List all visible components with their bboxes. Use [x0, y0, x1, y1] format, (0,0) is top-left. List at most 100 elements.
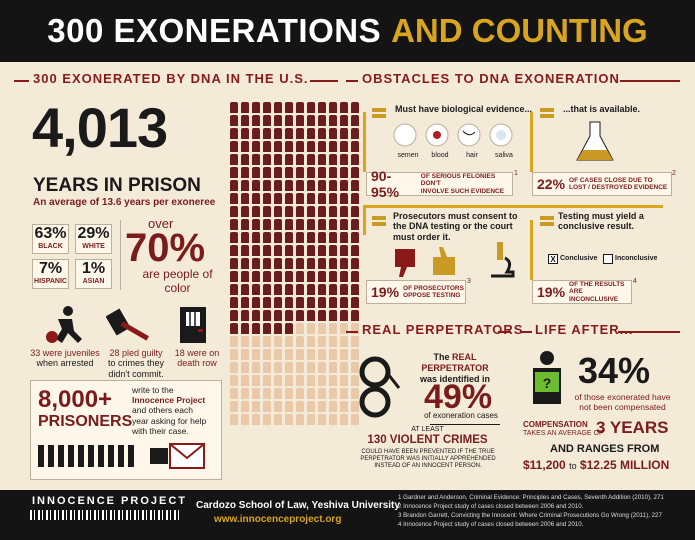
- exoneree-figure: [241, 323, 249, 334]
- exoneree-figure: [263, 323, 271, 334]
- exoneree-figure: [307, 245, 315, 256]
- stat1-text2: INVOLVE SUCH EVIDENCE: [420, 187, 505, 195]
- exoneree-figure: [274, 180, 282, 191]
- list-bar-7: [540, 216, 554, 220]
- exoneree-figure: [252, 102, 260, 113]
- exoneree-figure: [274, 310, 282, 321]
- exoneree-figure: [329, 193, 337, 204]
- guilty-text: 28 pled guilty to crimes they didn't com…: [100, 348, 172, 379]
- stat2-box: 22% OF CASES CLOSE DUE TO LOST / DESTROYE…: [532, 172, 672, 196]
- stat4-box: 19% OF THE RESULTS ARE INCONCLUSIVE: [532, 280, 632, 304]
- exoneree-figure: [230, 258, 238, 269]
- exoneree-figure: [241, 414, 249, 425]
- exoneree-figure: [318, 258, 326, 269]
- right-section-title: OBSTACLES TO DNA EXONERATION: [362, 71, 620, 86]
- sample-blood: blood: [431, 152, 449, 159]
- exoneree-figure: [351, 401, 359, 412]
- race-hispanic-box: 7% HISPANIC: [32, 259, 69, 289]
- exoneree-figure: [329, 271, 337, 282]
- exoneree-figure: [230, 245, 238, 256]
- exoneree-figure: [230, 349, 238, 360]
- exoneree-figure: [263, 284, 271, 295]
- footer-url[interactable]: www.innocenceproject.org: [214, 514, 342, 525]
- cell-door-icon: [180, 307, 206, 343]
- exoneree-figure: [329, 232, 337, 243]
- exoneree-figure: [274, 336, 282, 347]
- comp-label: COMPENSATION: [523, 420, 588, 429]
- list-bar-5: [372, 216, 386, 220]
- envelope-icon: [150, 443, 205, 469]
- race-white-box: 29% WHITE: [75, 224, 112, 254]
- exoneree-figure: [230, 362, 238, 373]
- exoneree-figure: [340, 297, 348, 308]
- exoneree-figure: [263, 258, 271, 269]
- exoneree-figure: [230, 297, 238, 308]
- exoneree-figure: [340, 245, 348, 256]
- exoneree-figure: [252, 310, 260, 321]
- exoneree-figure: [340, 284, 348, 295]
- perp-pct: 49%: [424, 378, 493, 416]
- exoneree-figure: [252, 375, 260, 386]
- exoneree-figure: [241, 401, 249, 412]
- exoneree-figure: [230, 310, 238, 321]
- exoneree-figure: [274, 349, 282, 360]
- stat4-ref: 4: [633, 278, 637, 285]
- exoneree-figure: [340, 102, 348, 113]
- exoneree-figure: [307, 284, 315, 295]
- exoneree-figure: [307, 180, 315, 191]
- deathrow-text: 18 were on death row: [172, 348, 222, 369]
- exoneree-figure: [285, 297, 293, 308]
- connector-3: [363, 205, 663, 208]
- guilty-text3: didn't commit.: [108, 368, 164, 379]
- sample-saliva: saliva: [495, 152, 513, 159]
- life-title: LIFE AFTER...: [535, 322, 634, 337]
- violent-crimes: 130 VIOLENT CRIMES: [367, 434, 488, 446]
- exoneree-figure: [351, 154, 359, 165]
- exoneree-figure: [340, 115, 348, 126]
- exoneree-figure: [252, 141, 260, 152]
- deathrow-text2: death row: [177, 358, 217, 369]
- exoneree-figure: [307, 193, 315, 204]
- connector-2: [363, 205, 366, 235]
- exoneree-figure: [307, 362, 315, 373]
- exoneree-figure: [307, 128, 315, 139]
- exoneree-figure: [329, 349, 337, 360]
- exoneree-figure: [252, 271, 260, 282]
- exoneree-figure: [307, 349, 315, 360]
- title-white: 300 EXONERATIONS: [47, 12, 382, 49]
- stat2-pct: 22%: [537, 176, 566, 192]
- exoneree-figure: [296, 232, 304, 243]
- exoneree-figure: [318, 375, 326, 386]
- perp-text1: The: [433, 352, 450, 362]
- stat4-text1: OF THE RESULTS: [569, 281, 625, 289]
- exoneree-figure: [230, 401, 238, 412]
- exoneree-figure: [285, 258, 293, 269]
- stat1-box: 90-95% OF SERIOUS FELONIES DON'T INVOLVE …: [366, 168, 513, 200]
- barcode-graphic: [30, 510, 180, 520]
- exoneree-figure: [296, 310, 304, 321]
- exoneree-figure: [241, 154, 249, 165]
- exoneree-figure: [241, 310, 249, 321]
- rule-right-a: [346, 80, 358, 82]
- exoneree-figure: [285, 401, 293, 412]
- prisoners-text1: write to the: [132, 385, 174, 395]
- race-white-label: WHITE: [82, 243, 105, 250]
- exoneree-figure: [329, 401, 337, 412]
- exoneree-figure: [340, 336, 348, 347]
- exoneree-figure: [340, 232, 348, 243]
- exoneree-figure: [329, 128, 337, 139]
- exonerees-grid: [230, 102, 359, 425]
- connector-4: [530, 112, 533, 172]
- exoneree-figure: [285, 115, 293, 126]
- comp-text: of those exonerated have not been compen…: [570, 392, 675, 412]
- exoneree-figure: [285, 141, 293, 152]
- svg-text:?: ?: [543, 375, 552, 391]
- exoneree-figure: [285, 102, 293, 113]
- exoneree-figure: [307, 206, 315, 217]
- exoneree-figure: [263, 297, 271, 308]
- exoneree-figure: [252, 362, 260, 373]
- exoneree-figure: [285, 245, 293, 256]
- exoneree-figure: [274, 128, 282, 139]
- exoneree-figure: [307, 154, 315, 165]
- list-bar-1: [372, 108, 386, 112]
